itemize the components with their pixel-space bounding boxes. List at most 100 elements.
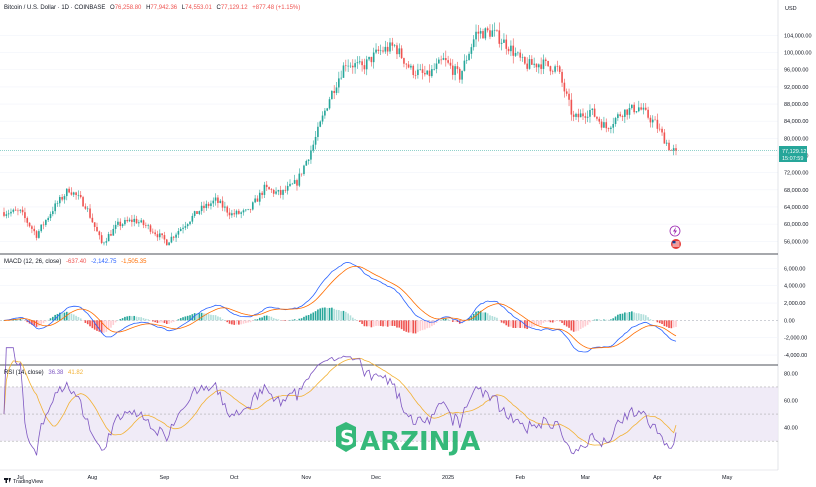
candle-body (419, 69, 422, 70)
macd-hist-bar (124, 316, 126, 321)
macd-hist-bar (170, 320, 173, 323)
symbol-legend[interactable]: Bitcoin / U.S. Dollar · 1D · COINBASE O7… (4, 5, 300, 11)
macd-hist-bar (207, 314, 210, 321)
candle-body (414, 75, 417, 76)
macd-hist-bar (114, 320, 117, 323)
rsi-pane[interactable]: 80.00 60.00 40.00 RSI (14, close) 36.38 41… (0, 347, 798, 456)
rsi-tick-label: 60.00 (784, 399, 798, 405)
macd-hist-bar (484, 312, 487, 321)
macd-hist-bar (614, 316, 617, 321)
macd-hist-bar (158, 320, 161, 323)
arzinja-wordmark: ARZINJA (360, 427, 480, 457)
candle-body (240, 212, 242, 214)
candle-body (603, 122, 605, 128)
macd-hist-bar (91, 320, 94, 329)
macd-hist-bar (519, 320, 522, 328)
svg-text:Bitcoin / U.S. Dollar · 1D · C: Bitcoin / U.S. Dollar · 1D · COINBASE O7… (4, 5, 300, 11)
candle-body (61, 197, 63, 200)
macd-hist-bar (98, 320, 101, 332)
macd-hist-bar (291, 319, 294, 321)
macd-hist-bar (156, 320, 159, 323)
macd-hist-bar (624, 312, 626, 321)
macd-hist-bar (249, 320, 252, 323)
candle-body (203, 205, 205, 209)
macd-legend-macd: -2,142.75 (91, 259, 117, 265)
candle-body (300, 173, 303, 175)
flag-icon[interactable] (671, 239, 681, 249)
candle-body (303, 165, 305, 175)
candle-body (249, 208, 252, 210)
candle-body (417, 69, 419, 76)
candle-body (586, 116, 589, 118)
candles[interactable] (3, 22, 677, 246)
macd-hist-bar (491, 316, 494, 321)
candle-body (579, 113, 582, 118)
candle-body (431, 69, 433, 77)
candle-body (438, 59, 440, 64)
macd-hist-bar (314, 311, 317, 321)
macd-hist-bar (649, 319, 652, 321)
footer[interactable]: TradingView (4, 478, 43, 485)
macd-pane[interactable]: 6,000.00 4,000.00 2,000.00 0.00 -2,000.00 -4,… (0, 259, 807, 359)
candle-body (463, 60, 466, 71)
macd-hist-bar (240, 320, 242, 325)
macd-hist-bar (424, 320, 426, 330)
macd-hist-bar (245, 320, 247, 324)
candle-body (247, 208, 249, 210)
price-pane[interactable] (0, 22, 778, 246)
candle-body (424, 72, 426, 75)
macd-hist-bar (435, 320, 438, 323)
macd-hist-bar (370, 320, 373, 328)
candle-body (661, 128, 663, 133)
lightning-icon[interactable] (669, 225, 681, 237)
candle-body (268, 187, 270, 190)
macd-hist-bar (570, 320, 573, 331)
candle-body (121, 224, 124, 227)
candle-body (54, 203, 56, 212)
candle-body (340, 77, 342, 79)
macd-hist-bar (103, 320, 105, 333)
candle-body (668, 142, 670, 151)
macd-hist-bar (63, 312, 66, 321)
macd-hist-bar (389, 320, 391, 326)
macd-hist-bar (105, 320, 108, 332)
candle-body (454, 66, 456, 75)
rsi-legend[interactable]: RSI (14, close) 36.38 41.82 (4, 370, 84, 376)
candle-body (598, 118, 601, 122)
candle-body (224, 206, 226, 208)
rsi-legend-ma: 41.82 (68, 370, 84, 376)
candle-body (221, 200, 224, 208)
candle-body (633, 104, 635, 113)
macd-hist-bar (626, 312, 628, 321)
macd-hist-bar (561, 320, 563, 323)
candle-body (398, 48, 401, 55)
price-tick-label: 56,000.00 (784, 239, 808, 245)
candle-body (544, 59, 547, 61)
macd-hist-bar (235, 320, 238, 325)
candle-body (47, 218, 49, 221)
price-tick-label: 96,000.00 (784, 68, 808, 74)
macd-hist-bar (438, 320, 440, 322)
candle-body (282, 189, 284, 195)
macd-hist-bar (70, 313, 73, 321)
macd-legend[interactable]: MACD (12, 26, close) -637.40 -2,142.75 -… (4, 259, 147, 265)
candle-body (272, 190, 275, 194)
candle-body (447, 60, 449, 63)
macd-hist-bar (200, 312, 203, 321)
symbol-title[interactable]: Bitcoin / U.S. Dollar · 1D · COINBASE (4, 5, 105, 11)
candle-body (126, 219, 129, 222)
tradingview-brand[interactable]: TradingView (13, 479, 43, 485)
macd-hist-bar (307, 315, 310, 321)
time-tick-label: Oct (230, 475, 239, 481)
candle-body (391, 42, 394, 46)
candle-body (510, 45, 512, 52)
candle-body (382, 50, 384, 52)
macd-hist-bar (177, 319, 180, 321)
macd-hist-bar (642, 314, 645, 321)
candle-body (675, 148, 677, 151)
candle-body (296, 180, 298, 186)
candle-body (84, 206, 87, 209)
candle-body (486, 28, 489, 31)
last-price-tag-countdown: 15:07:59 (782, 156, 803, 162)
time-axis[interactable]: Jul Aug Sep Oct Nov Dec 2025 Feb Mar Apr May (0, 469, 778, 481)
